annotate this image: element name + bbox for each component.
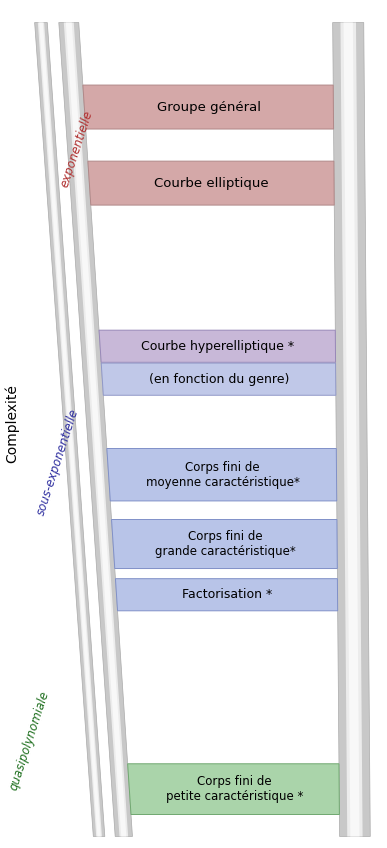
Polygon shape bbox=[341, 23, 363, 836]
Polygon shape bbox=[88, 161, 334, 205]
Polygon shape bbox=[333, 23, 370, 836]
Polygon shape bbox=[39, 23, 101, 836]
Polygon shape bbox=[115, 578, 338, 611]
Polygon shape bbox=[34, 23, 105, 836]
Text: (en fonction du genre): (en fonction du genre) bbox=[149, 373, 289, 386]
Text: Courbe hyperelliptique *: Courbe hyperelliptique * bbox=[141, 340, 295, 353]
Text: Corps fini de
grande caractéristique*: Corps fini de grande caractéristique* bbox=[155, 530, 296, 558]
Text: sous-exponentielle: sous-exponentielle bbox=[34, 407, 81, 517]
Text: Corps fini de
petite caractéristique *: Corps fini de petite caractéristique * bbox=[166, 775, 303, 803]
Polygon shape bbox=[128, 764, 339, 814]
Text: Corps fini de
moyenne caractéristique*: Corps fini de moyenne caractéristique* bbox=[146, 460, 300, 488]
Polygon shape bbox=[107, 449, 337, 501]
Polygon shape bbox=[101, 363, 336, 395]
Text: exponentielle: exponentielle bbox=[58, 109, 95, 189]
Polygon shape bbox=[59, 23, 132, 836]
Polygon shape bbox=[83, 85, 334, 129]
Polygon shape bbox=[111, 520, 337, 568]
Polygon shape bbox=[64, 23, 128, 836]
Polygon shape bbox=[38, 23, 102, 836]
Polygon shape bbox=[66, 23, 127, 836]
Polygon shape bbox=[344, 23, 360, 836]
Text: Groupe général: Groupe général bbox=[157, 101, 261, 114]
Text: Factorisation *: Factorisation * bbox=[182, 589, 272, 601]
Polygon shape bbox=[99, 330, 336, 362]
Text: Courbe elliptique: Courbe elliptique bbox=[154, 176, 269, 190]
Text: quasipolynomiale: quasipolynomiale bbox=[7, 689, 52, 792]
Text: Complexité: Complexité bbox=[4, 384, 19, 464]
